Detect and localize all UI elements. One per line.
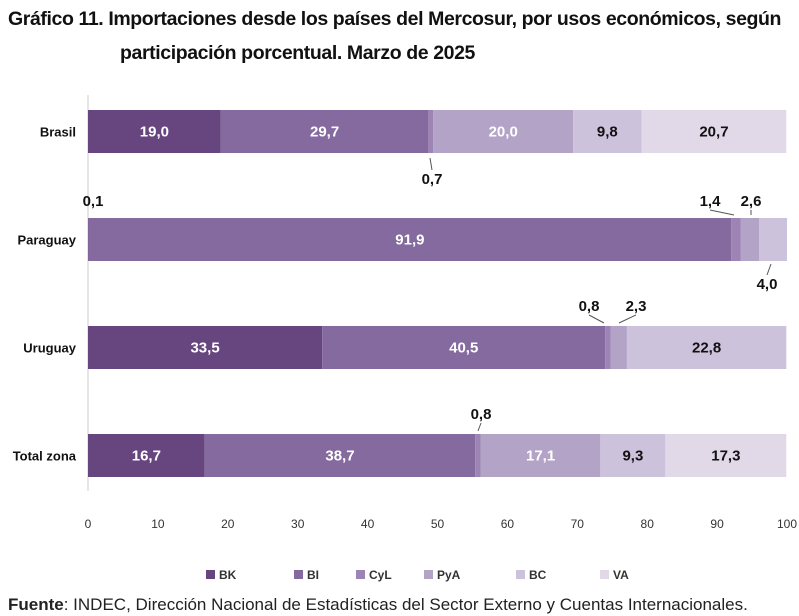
bar-segment-total-zona-bk (88, 434, 205, 477)
data-label-total-zona-pya: 17,1 (526, 448, 555, 465)
data-label-total-zona-va: 17,3 (711, 448, 740, 465)
bar-segment-paraguay-bk (88, 218, 89, 261)
x-tick-label-30: 30 (291, 517, 305, 531)
data-label-uruguay-bc: 22,8 (692, 340, 721, 357)
bar-segment-total-zona-pya (480, 434, 601, 477)
category-label-brasil: Brasil (40, 125, 76, 140)
bar-segment-uruguay-bk (88, 326, 323, 369)
x-tick-label-20: 20 (221, 517, 235, 531)
x-tick-label-10: 10 (151, 517, 165, 531)
x-tick-label-40: 40 (361, 517, 375, 531)
bar-segment-brasil-va (641, 110, 787, 153)
bar-segment-total-zona-va (665, 434, 787, 477)
data-label-paraguay-bk: 0,1 (83, 193, 104, 210)
source-note: Fuente: INDEC, Dirección Nacional de Est… (8, 594, 799, 616)
bar-segment-uruguay-pya (610, 326, 627, 369)
x-tick-label-90: 90 (710, 517, 724, 531)
data-label-uruguay-bi: 40,5 (449, 340, 478, 357)
chart-title-line-2: participación porcentual. Marzo de 2025 (120, 42, 476, 64)
legend-label-bc: BC (529, 568, 547, 582)
leader-line-uruguay-pya (618, 314, 637, 324)
bar-segment-brasil-bc (573, 110, 642, 153)
legend-swatch-pya (424, 570, 433, 579)
bar-segment-brasil-bk (88, 110, 221, 153)
legend-swatch-bi (294, 570, 303, 579)
bar-segment-uruguay-cyl (605, 326, 611, 369)
legend-label-va: VA (613, 568, 629, 582)
bar-segment-paraguay-bi (88, 218, 732, 261)
bar-segment-total-zona-cyl (475, 434, 481, 477)
bar-segment-brasil-cyl (428, 110, 434, 153)
bar-segment-paraguay-cyl (731, 218, 741, 261)
data-label-total-zona-cyl: 0,8 (471, 406, 492, 423)
data-label-brasil-bc: 9,8 (597, 124, 618, 141)
leader-line-brasil-cyl (429, 157, 433, 171)
leader-line-total-zona-cyl (477, 422, 482, 432)
chart-title: Gráfico 11. Importaciones desde los país… (8, 2, 793, 70)
bar-segment-total-zona-bi (204, 434, 476, 477)
bar-segment-brasil-pya (433, 110, 574, 153)
data-label-brasil-va: 20,7 (699, 124, 728, 141)
data-label-brasil-bi: 29,7 (310, 124, 339, 141)
bar-segment-paraguay-pya (740, 218, 760, 261)
legend-swatch-va (600, 570, 609, 579)
legend-swatch-bc (516, 570, 525, 579)
source-text: : INDEC, Dirección Nacional de Estadísti… (63, 595, 748, 614)
data-label-paraguay-bi: 91,9 (395, 232, 424, 249)
category-label-paraguay: Paraguay (17, 233, 76, 248)
legend-swatch-bk (206, 570, 215, 579)
data-label-total-zona-bk: 16,7 (132, 448, 161, 465)
chart-title-line-1: Gráfico 11. Importaciones desde los país… (8, 8, 782, 30)
data-label-uruguay-cyl: 0,8 (579, 298, 600, 315)
leader-line-uruguay-cyl (588, 314, 605, 324)
x-tick-label-70: 70 (571, 517, 585, 531)
category-label-uruguay: Uruguay (23, 341, 77, 356)
data-label-total-zona-bc: 9,3 (622, 448, 643, 465)
data-label-brasil-pya: 20,0 (489, 124, 518, 141)
data-label-paraguay-bc: 4,0 (757, 276, 778, 293)
legend-label-pya: PyA (437, 568, 461, 582)
data-label-paraguay-cyl: 1,4 (700, 193, 722, 210)
data-label-paraguay-pya: 2,6 (741, 193, 762, 210)
x-tick-label-100: 100 (777, 517, 797, 531)
legend-label-bk: BK (219, 568, 237, 582)
bar-segment-total-zona-bc (600, 434, 666, 477)
data-label-brasil-bk: 19,0 (140, 124, 169, 141)
data-label-uruguay-bk: 33,5 (190, 340, 219, 357)
source-label: Fuente (8, 595, 64, 614)
x-tick-label-50: 50 (431, 517, 445, 531)
category-label-total-zona: Total zona (13, 449, 77, 464)
data-label-brasil-cyl: 0,7 (422, 171, 443, 188)
bar-segment-uruguay-bc (626, 326, 787, 369)
x-tick-label-80: 80 (641, 517, 655, 531)
leader-line-paraguay-cyl (709, 209, 735, 216)
legend-swatch-cyl (356, 570, 365, 579)
data-label-total-zona-bi: 38,7 (325, 448, 354, 465)
x-tick-label-60: 60 (501, 517, 515, 531)
bar-segment-paraguay-bc (759, 218, 787, 261)
legend-label-bi: BI (307, 568, 319, 582)
data-label-uruguay-pya: 2,3 (626, 298, 647, 315)
x-tick-label-0: 0 (85, 517, 92, 531)
leader-line-paraguay-bc (766, 263, 772, 276)
bar-segment-brasil-bi (220, 110, 429, 153)
legend-label-cyl: CyL (369, 568, 392, 582)
bar-segment-uruguay-bi (322, 326, 606, 369)
